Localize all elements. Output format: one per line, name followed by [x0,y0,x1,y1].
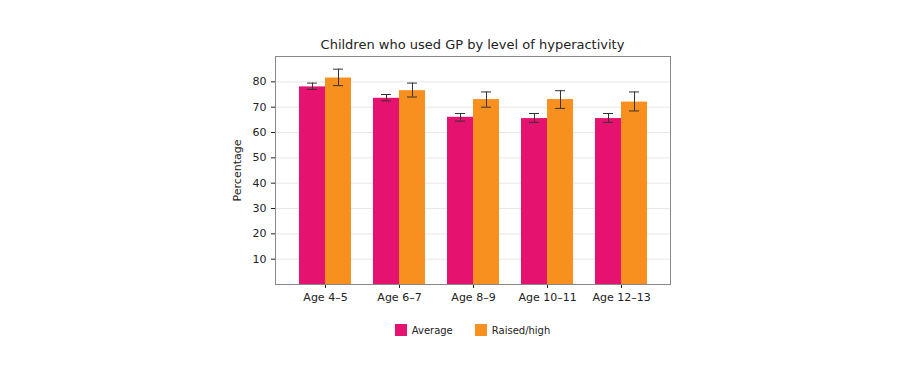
svg-text:10: 10 [253,253,267,266]
svg-text:Age 10–11: Age 10–11 [518,291,576,304]
html-text:Raised/high: Raised/high [491,324,551,336]
svg-text:Age 12–13: Age 12–13 [592,291,650,304]
svg-text:60: 60 [253,126,267,139]
svg-text:Age 4–5: Age 4–5 [303,291,347,304]
html-text:Average: Average [411,324,453,336]
svg-text:80: 80 [253,75,267,88]
svg-text:40: 40 [253,177,267,190]
html-text:Children who used GP by level: Children who used GP by level of hyperac… [320,37,625,52]
svg-text:Age 8–9: Age 8–9 [451,291,495,304]
svg-text:50: 50 [253,151,267,164]
svg-text:30: 30 [253,202,267,215]
svg-text:70: 70 [253,101,267,114]
svg-text:Percentage: Percentage [231,139,244,201]
svg-text:20: 20 [253,227,267,240]
svg-text:Age 6–7: Age 6–7 [377,291,421,304]
